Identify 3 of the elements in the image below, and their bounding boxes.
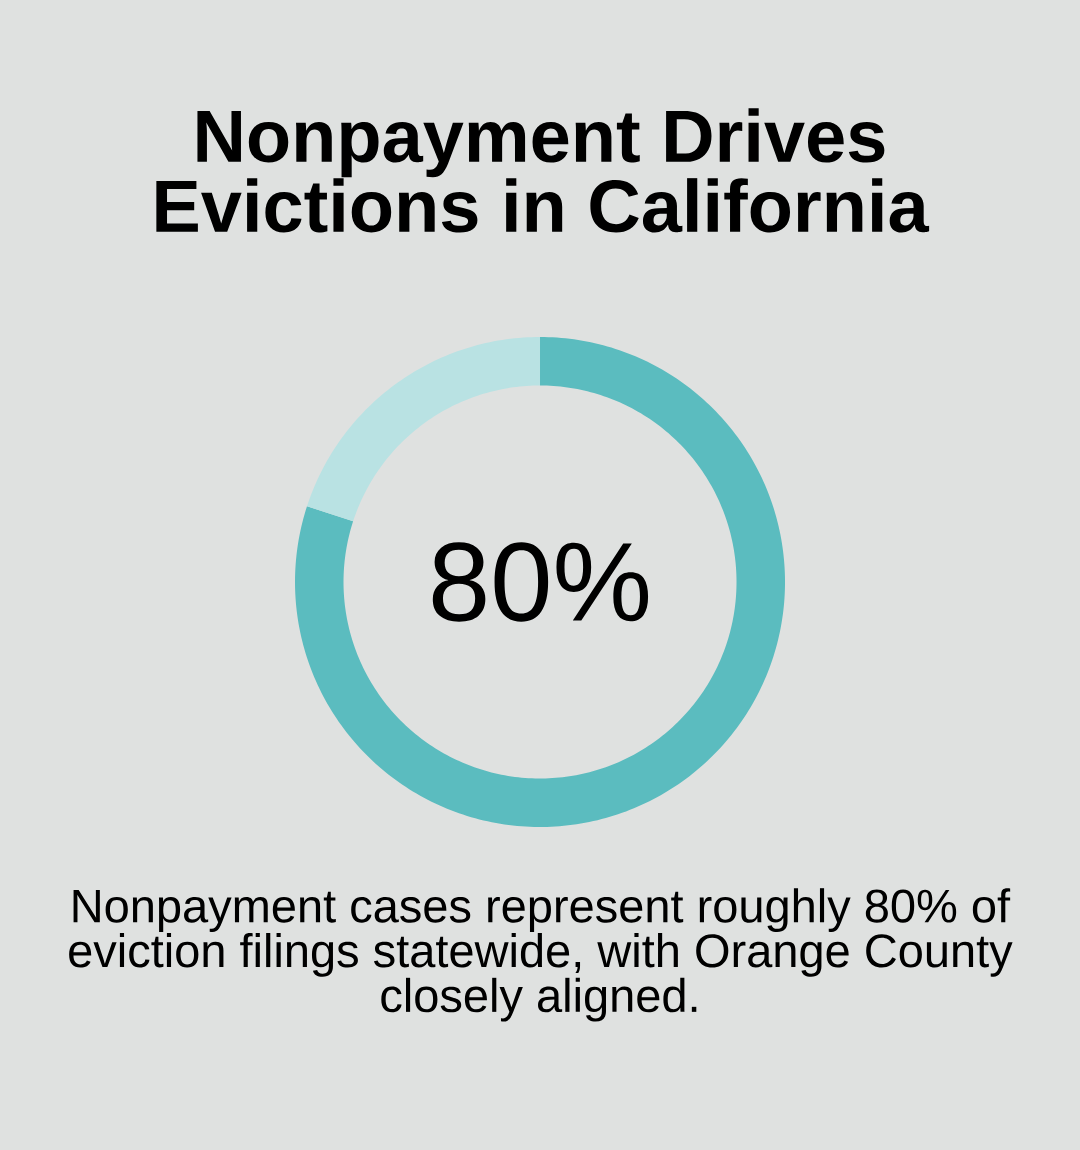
text: Nonpayment cases represent roughly 80% of eviction filings statewide, with Orange County closely aligned. [69,888,1013,1022]
data-label: 80% [432,542,649,622]
chart-title: Nonpayment Drives Evictions in California [156,108,930,233]
